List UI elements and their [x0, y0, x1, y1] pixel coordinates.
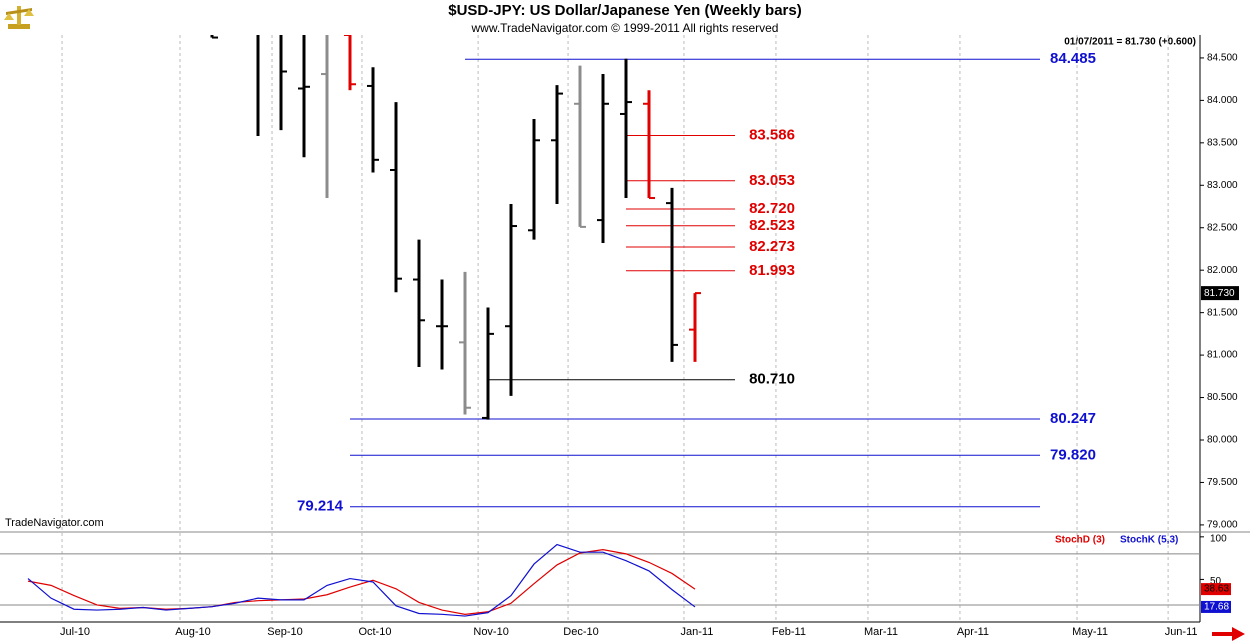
level-label: 80.247 — [1050, 410, 1096, 427]
level-label: 81.993 — [749, 262, 795, 279]
y-tick-label: 82.500 — [1207, 222, 1238, 233]
y-tick-label: 80.000 — [1207, 435, 1238, 446]
x-tick-label: Sep-10 — [267, 626, 302, 638]
chart-subtitle: www.TradeNavigator.com © 1999-2011 All r… — [471, 21, 779, 35]
y-tick-label: 81.500 — [1207, 307, 1238, 318]
x-tick-label: May-11 — [1072, 626, 1108, 638]
level-label: 82.523 — [749, 217, 795, 234]
y-tick-label: 80.500 — [1207, 392, 1238, 403]
y-tick-label: 81.000 — [1207, 350, 1238, 361]
y-tick-label: 84.000 — [1207, 95, 1238, 106]
level-label: 82.273 — [749, 238, 795, 255]
x-tick-label: Dec-10 — [563, 626, 598, 638]
level-label: 79.820 — [1050, 446, 1096, 463]
bars — [210, 35, 701, 420]
x-tick-label: Jun-11 — [1165, 626, 1198, 638]
level-label: 82.720 — [749, 200, 795, 217]
y-tick-label: 83.000 — [1207, 180, 1238, 191]
level-label: 83.586 — [749, 126, 795, 143]
x-tick-label: Jul-10 — [60, 626, 90, 638]
x-tick-label: Apr-11 — [957, 626, 989, 638]
logo — [4, 6, 34, 29]
scroll-arrow[interactable] — [1212, 627, 1245, 641]
x-tick-label: Jan-11 — [681, 626, 714, 638]
price-label: 81.730 — [1204, 288, 1235, 299]
y-tick-label: 79.000 — [1207, 520, 1238, 531]
level-label: 84.485 — [1050, 50, 1096, 67]
value-box — [1201, 600, 1231, 613]
series-line — [27, 543, 696, 617]
x-tick-label: Feb-11 — [772, 626, 806, 638]
x-tick-label: Oct-10 — [358, 626, 391, 638]
x-tick-label: Mar-11 — [864, 626, 898, 638]
level-label: 80.710 — [749, 371, 795, 388]
value-label: 38.63 — [1204, 584, 1229, 595]
y-tick-label: 100 — [1210, 533, 1227, 544]
legend-entry: StochD (3) — [1055, 535, 1105, 546]
chart-title: $USD-JPY: US Dollar/Japanese Yen (Weekly… — [448, 2, 801, 19]
value-label: 17.68 — [1204, 602, 1229, 613]
x-tick-label: Aug-10 — [175, 626, 210, 638]
y-tick-label: 82.000 — [1207, 265, 1238, 276]
y-tick-label: 83.500 — [1207, 137, 1238, 148]
level-label: 83.053 — [749, 172, 795, 189]
price-box — [1201, 286, 1239, 301]
legend-entry: StochK (5,3) — [1120, 535, 1178, 546]
value-box — [1201, 583, 1231, 596]
y-tick-label: 84.500 — [1207, 53, 1238, 64]
x-tick-label: Nov-10 — [473, 626, 508, 638]
watermark: TradeNavigator.com — [5, 517, 104, 529]
y-tick-label: 79.500 — [1207, 477, 1238, 488]
last-quote: 01/07/2011 = 81.730 (+0.600) — [1064, 37, 1196, 48]
level-label: 79.214 — [297, 498, 344, 515]
y-tick-label: 50 — [1210, 576, 1222, 587]
